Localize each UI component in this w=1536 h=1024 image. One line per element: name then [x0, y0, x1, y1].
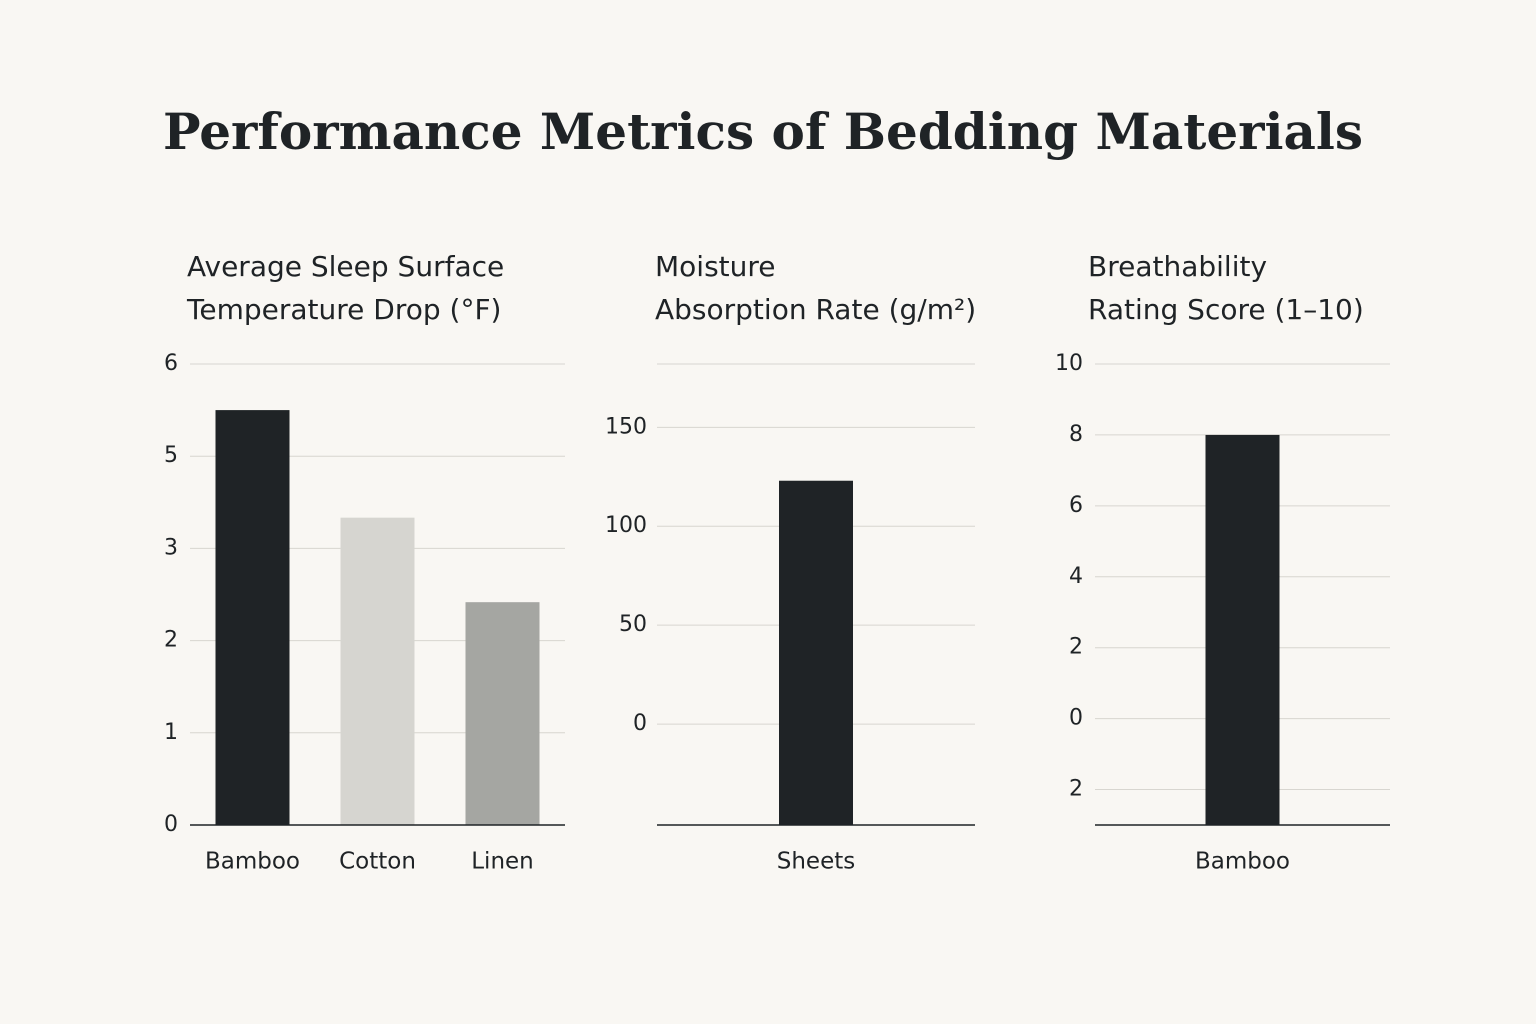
y-tick-label: 150 [605, 414, 647, 439]
y-tick-label: 1 [164, 720, 178, 745]
bar [340, 517, 415, 825]
chart-subtitle: Rating Score (1–10) [1088, 293, 1364, 326]
y-tick-label: 4 [1069, 564, 1083, 589]
page-title: Performance Metrics of Bedding Materials [163, 102, 1363, 161]
y-tick-label: 2 [1069, 635, 1083, 660]
y-tick-label: 0 [633, 711, 647, 736]
x-tick-label: Sheets [777, 849, 855, 875]
x-tick-label: Cotton [339, 849, 416, 875]
bar [779, 480, 853, 825]
bar [1205, 434, 1280, 825]
bar [465, 602, 540, 825]
chart-subtitle: Absorption Rate (g/m²) [655, 293, 976, 326]
bar [215, 410, 290, 825]
y-tick-label: 100 [605, 513, 647, 538]
y-tick-label: 6 [1069, 493, 1083, 518]
x-tick-label: Bamboo [1195, 849, 1290, 875]
y-tick-label: 6 [164, 351, 178, 376]
y-tick-label: 0 [164, 812, 178, 837]
chart-subtitle: Breathability [1088, 250, 1267, 283]
y-tick-label: 8 [1069, 422, 1083, 447]
y-tick-label: 2 [164, 628, 178, 653]
y-tick-label: 3 [164, 535, 178, 560]
y-tick-label: 50 [619, 612, 647, 637]
y-tick-label: 2 [1069, 777, 1083, 802]
x-tick-label: Bamboo [205, 849, 300, 875]
chart-subtitle: Average Sleep Surface [187, 250, 504, 283]
y-tick-label: 10 [1055, 351, 1083, 376]
x-tick-label: Linen [471, 849, 534, 875]
chart-subtitle: Moisture [655, 250, 776, 283]
y-tick-label: 5 [164, 443, 178, 468]
chart-subtitle: Temperature Drop (°F) [186, 293, 501, 326]
y-tick-label: 0 [1069, 706, 1083, 731]
